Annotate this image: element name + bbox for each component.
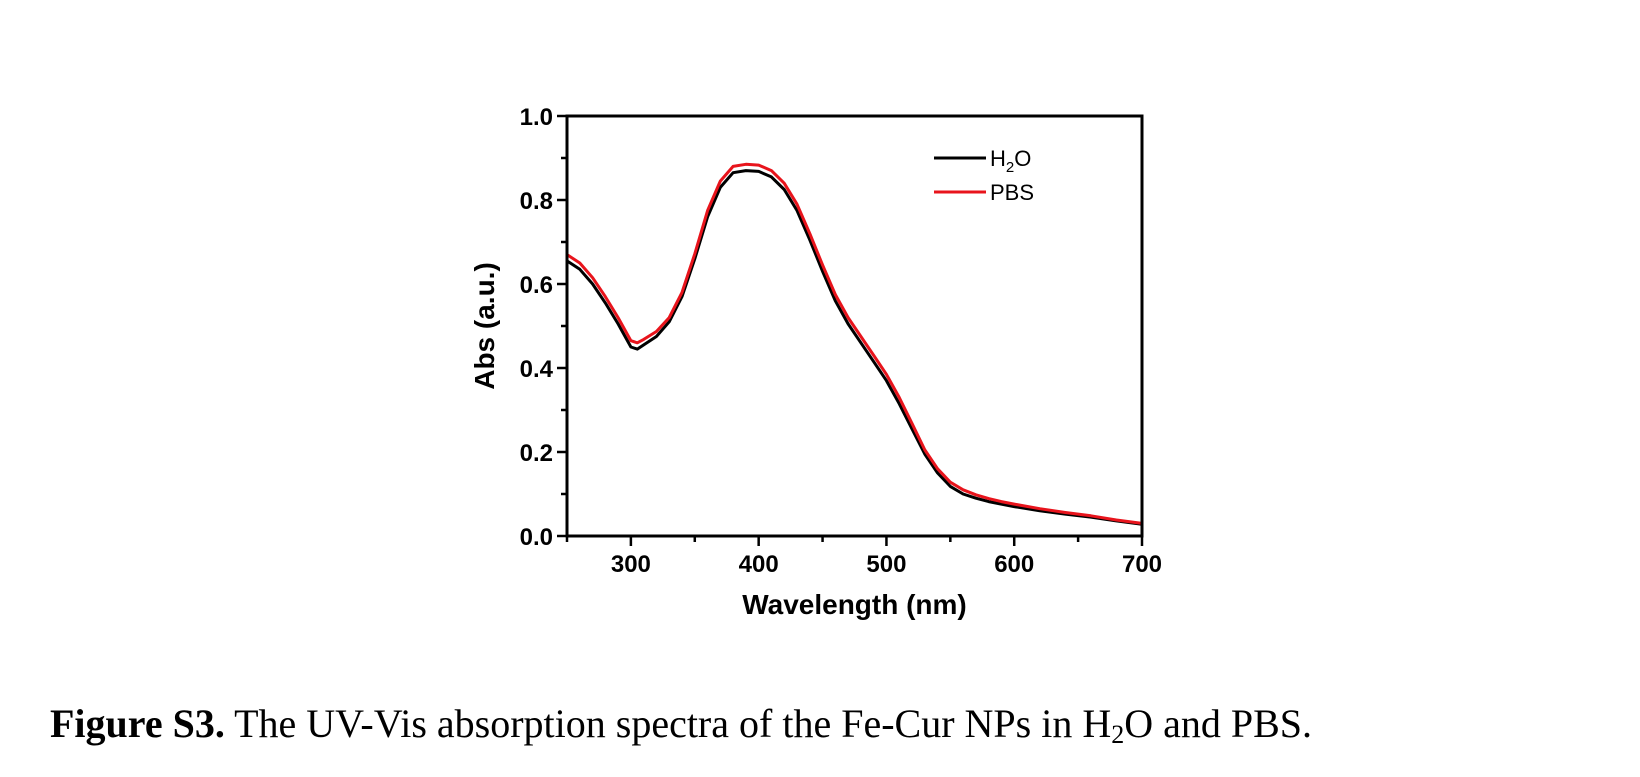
y-tick-label: 0.0 bbox=[520, 524, 553, 551]
caption-text: The UV-Vis absorption spectra of the Fe-… bbox=[224, 701, 1112, 746]
x-axis-label: Wavelength (nm) bbox=[742, 589, 967, 620]
y-tick-label: 1.0 bbox=[520, 104, 553, 131]
x-tick-label: 400 bbox=[739, 551, 779, 578]
legend-label-pbs: PBS bbox=[990, 180, 1034, 205]
series-line-pbs bbox=[566, 162, 1143, 525]
y-axis-label: Abs (a.u.) bbox=[469, 262, 500, 390]
x-tick-label: 500 bbox=[866, 551, 906, 578]
y-tick-label: 0.8 bbox=[520, 188, 553, 215]
caption-text-end: O and PBS. bbox=[1124, 701, 1313, 746]
legend-label-h2o: H2O bbox=[990, 146, 1031, 176]
y-tick-label: 0.2 bbox=[520, 440, 553, 467]
y-tick-label: 0.6 bbox=[520, 272, 553, 299]
caption-subscript: 2 bbox=[1111, 720, 1125, 749]
uv-vis-chart: 300 400 500 600 700 0.0 0.2 0.4 0.6 0.8 1.0 Wavelen… bbox=[469, 104, 1162, 620]
figure-caption: Figure S3. The UV-Vis absorption spectra… bbox=[50, 700, 1313, 749]
x-tick-label: 300 bbox=[611, 551, 651, 578]
x-tick-label: 700 bbox=[1122, 551, 1162, 578]
y-tick-label: 0.4 bbox=[520, 356, 554, 383]
caption-label: Figure S3. bbox=[50, 701, 225, 746]
series-line-h2o bbox=[566, 169, 1143, 526]
x-tick-label: 600 bbox=[994, 551, 1034, 578]
